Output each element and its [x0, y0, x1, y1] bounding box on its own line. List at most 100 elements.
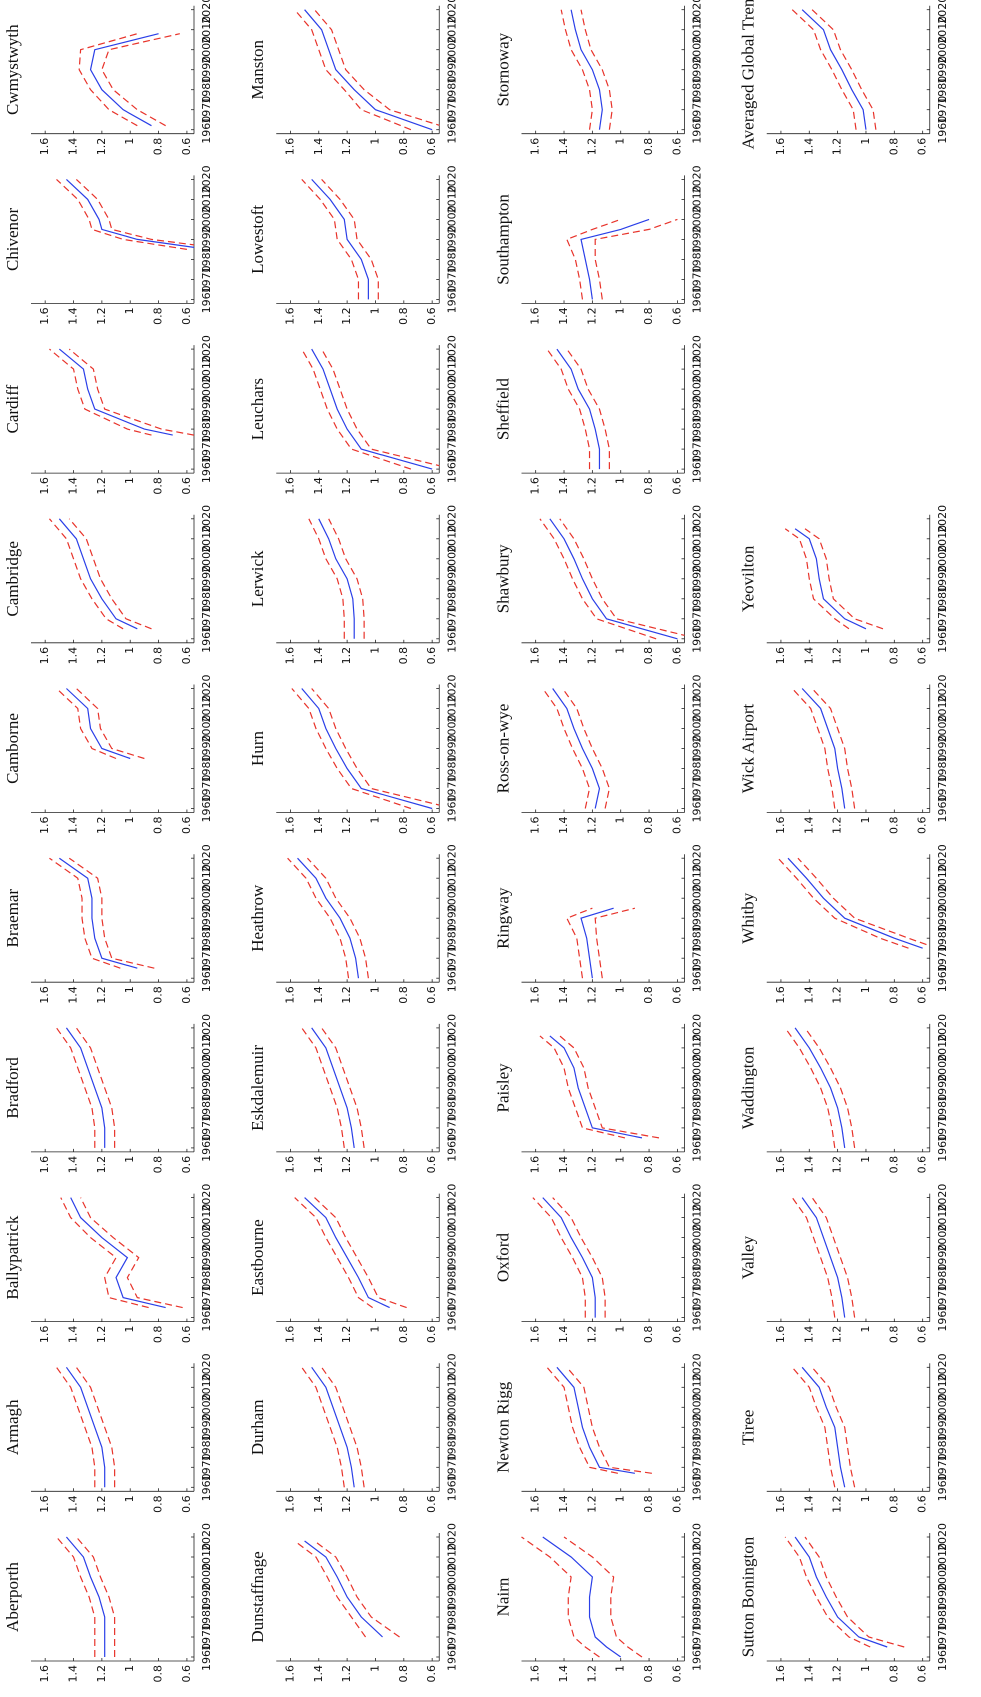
y-tick-label: 1.4 — [557, 307, 570, 325]
plot-area — [560, 9, 613, 130]
x-tick-label: 1980 — [936, 755, 949, 783]
band-line — [321, 348, 440, 470]
y-tick-label: 1.6 — [774, 1665, 787, 1683]
x-tick-label: 1980 — [200, 585, 213, 613]
y-tick-label: 0.8 — [152, 307, 165, 325]
x-tick-label: 2010 — [445, 1373, 458, 1401]
y-tick-label: 1.6 — [38, 477, 51, 495]
y-tick-label: 1.6 — [774, 1326, 787, 1344]
y-tick-label: 1.2 — [95, 817, 108, 835]
x-tick-label: 1960 — [691, 1643, 704, 1671]
y-tick-label: 1 — [614, 1665, 627, 1672]
y-tick-label: 1.6 — [283, 1156, 296, 1174]
plot-area — [777, 857, 930, 949]
panel-title: Wick Airport — [739, 703, 758, 793]
x-tick-label: 1980 — [691, 1603, 704, 1631]
y-tick-label: 0.8 — [642, 307, 655, 325]
x-tick-label: 2020 — [691, 1353, 704, 1381]
y-tick-label: 1.2 — [340, 1156, 353, 1174]
x-tick-label: 1990 — [691, 735, 704, 763]
panel: Heathrow 1.6 1.4 1.2 1 0.8 0.6 1960197019801990… — [248, 844, 458, 1004]
x-tick-label: 2000 — [445, 1393, 458, 1421]
y-tick-label: 1.4 — [67, 817, 80, 835]
y-tick-label: 1.2 — [585, 647, 598, 665]
x-tick-label: 1960 — [936, 1473, 949, 1501]
y-tick-label: 1.2 — [831, 1495, 844, 1513]
x-tick-label: 1970 — [200, 775, 213, 803]
x-tick-label: 2000 — [691, 1393, 704, 1421]
x-tick-label: 1990 — [691, 1244, 704, 1272]
x-tick-label: 2020 — [445, 1014, 458, 1042]
x-tick-label: 1990 — [445, 904, 458, 932]
x-tick-label: 2000 — [200, 205, 213, 233]
band-line — [811, 1366, 856, 1488]
y-tick-label: 0.6 — [670, 1326, 683, 1344]
trend-line — [304, 1197, 390, 1309]
y-tick-label: 1.2 — [95, 986, 108, 1004]
y-tick-label: 1 — [368, 477, 381, 484]
y-tick-label: 1.2 — [585, 817, 598, 835]
x-tick-label: 2000 — [200, 715, 213, 743]
y-tick-label: 1.6 — [283, 817, 296, 835]
plot-area — [294, 1197, 407, 1309]
y-tick-label: 0.6 — [916, 647, 929, 665]
trend-line — [297, 857, 360, 979]
y-tick-label: 0.8 — [397, 477, 410, 495]
x-tick-label: 2020 — [691, 0, 704, 24]
y-tick-label: 1.2 — [340, 1326, 353, 1344]
panel-title: Durham — [248, 1399, 267, 1455]
y-tick-label: 0.6 — [670, 1665, 683, 1683]
plot-area — [291, 688, 440, 810]
x-tick-label: 1980 — [936, 1264, 949, 1292]
plot-area — [546, 348, 610, 470]
band-line — [75, 1536, 116, 1657]
band-line — [797, 857, 930, 949]
y-tick-label: 0.6 — [425, 477, 438, 495]
y-tick-label: 1.6 — [529, 307, 542, 325]
x-tick-label: 2000 — [445, 205, 458, 233]
plot-area — [566, 218, 678, 300]
y-tick-label: 0.6 — [180, 986, 193, 1004]
y-tick-label: 1.6 — [38, 986, 51, 1004]
panel-title: Manston — [248, 39, 267, 99]
trend-line — [549, 1035, 643, 1139]
panel: Dunstaffnage 1.6 1.4 1.2 1 0.8 0.6 196019701980… — [248, 1523, 458, 1683]
x-tick-label: 2020 — [936, 1014, 949, 1042]
panel-title: Lowestoft — [248, 205, 267, 274]
trend-line — [65, 1027, 106, 1148]
trend-line — [70, 1197, 166, 1309]
x-tick-label: 1970 — [200, 944, 213, 972]
x-tick-label: 1990 — [936, 1244, 949, 1272]
x-tick-label: 1970 — [691, 265, 704, 293]
x-tick-label: 1970 — [691, 775, 704, 803]
x-tick-label: 2000 — [200, 884, 213, 912]
band-line — [321, 178, 379, 300]
panel-title: Southampton — [493, 194, 512, 285]
x-tick-label: 1970 — [936, 944, 949, 972]
x-tick-label: 1980 — [691, 755, 704, 783]
x-tick-label: 1980 — [691, 1433, 704, 1461]
band-line — [294, 1540, 367, 1638]
y-tick-label: 1.4 — [557, 1495, 570, 1513]
y-tick-label: 1 — [123, 1665, 136, 1672]
x-tick-label: 1960 — [445, 795, 458, 823]
x-tick-label: 1990 — [200, 1074, 213, 1102]
x-tick-label: 2020 — [691, 1014, 704, 1042]
panel-title: Braemar — [3, 889, 22, 948]
y-tick-label: 1 — [368, 986, 381, 993]
y-tick-label: 0.8 — [887, 647, 900, 665]
x-tick-label: 1980 — [936, 1433, 949, 1461]
y-tick-label: 1.2 — [95, 1326, 108, 1344]
x-tick-label: 1970 — [691, 96, 704, 124]
x-tick-label: 1990 — [200, 1583, 213, 1611]
panel-title: Ringway — [493, 887, 512, 949]
trend-line — [801, 9, 867, 130]
x-tick-label: 1990 — [936, 565, 949, 593]
plot-area — [539, 518, 685, 640]
panel: Sutton Bonington 1.6 1.4 1.2 1 0.8 0.6 19601970… — [739, 1523, 949, 1683]
x-tick-label: 2010 — [691, 695, 704, 723]
trend-line — [794, 528, 867, 630]
panel-title: Averaged Global Trend — [739, 0, 758, 149]
